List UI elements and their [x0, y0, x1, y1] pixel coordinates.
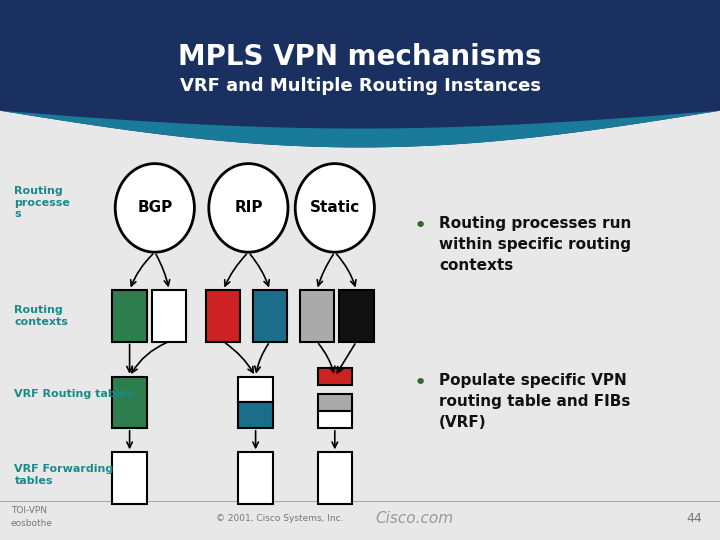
Text: TOI-VPN: TOI-VPN [11, 506, 47, 515]
Text: Routing
contexts: Routing contexts [14, 305, 68, 327]
Ellipse shape [295, 164, 374, 252]
Text: Routing
processe
s: Routing processe s [14, 186, 71, 219]
Bar [318, 411, 352, 428]
Text: 44: 44 [686, 512, 702, 525]
Text: RIP: RIP [234, 200, 263, 215]
Ellipse shape [115, 164, 194, 252]
Text: © 2001, Cisco Systems, Inc.: © 2001, Cisco Systems, Inc. [216, 514, 343, 523]
Bar [112, 377, 147, 428]
Bar [238, 402, 273, 428]
Bar [300, 291, 334, 342]
Text: MPLS VPN mechanisms: MPLS VPN mechanisms [178, 43, 542, 71]
Polygon shape [0, 0, 720, 147]
Text: VRF Routing tables: VRF Routing tables [14, 389, 134, 399]
Text: Populate specific VPN
routing table and FIBs
(VRF): Populate specific VPN routing table and … [439, 373, 631, 430]
Bar [152, 291, 186, 342]
Ellipse shape [209, 164, 288, 252]
Bar [253, 291, 287, 342]
Bar [318, 453, 352, 503]
Bar [206, 291, 240, 342]
Bar [112, 291, 147, 342]
Bar [318, 368, 352, 385]
Text: BGP: BGP [138, 200, 172, 215]
Bar [339, 291, 374, 342]
Text: eosbothe: eosbothe [11, 519, 53, 528]
Bar [238, 453, 273, 503]
Text: Cisco.com: Cisco.com [375, 511, 453, 526]
Text: •: • [414, 216, 427, 236]
Bar [112, 453, 147, 503]
Text: VRF and Multiple Routing Instances: VRF and Multiple Routing Instances [179, 77, 541, 96]
Bar [238, 377, 273, 402]
Polygon shape [0, 111, 720, 147]
Text: Static: Static [310, 200, 360, 215]
Text: Routing processes run
within specific routing
contexts: Routing processes run within specific ro… [439, 216, 631, 273]
Bar [318, 394, 352, 411]
Text: •: • [414, 373, 427, 393]
Text: VRF Forwarding
tables: VRF Forwarding tables [14, 464, 114, 486]
